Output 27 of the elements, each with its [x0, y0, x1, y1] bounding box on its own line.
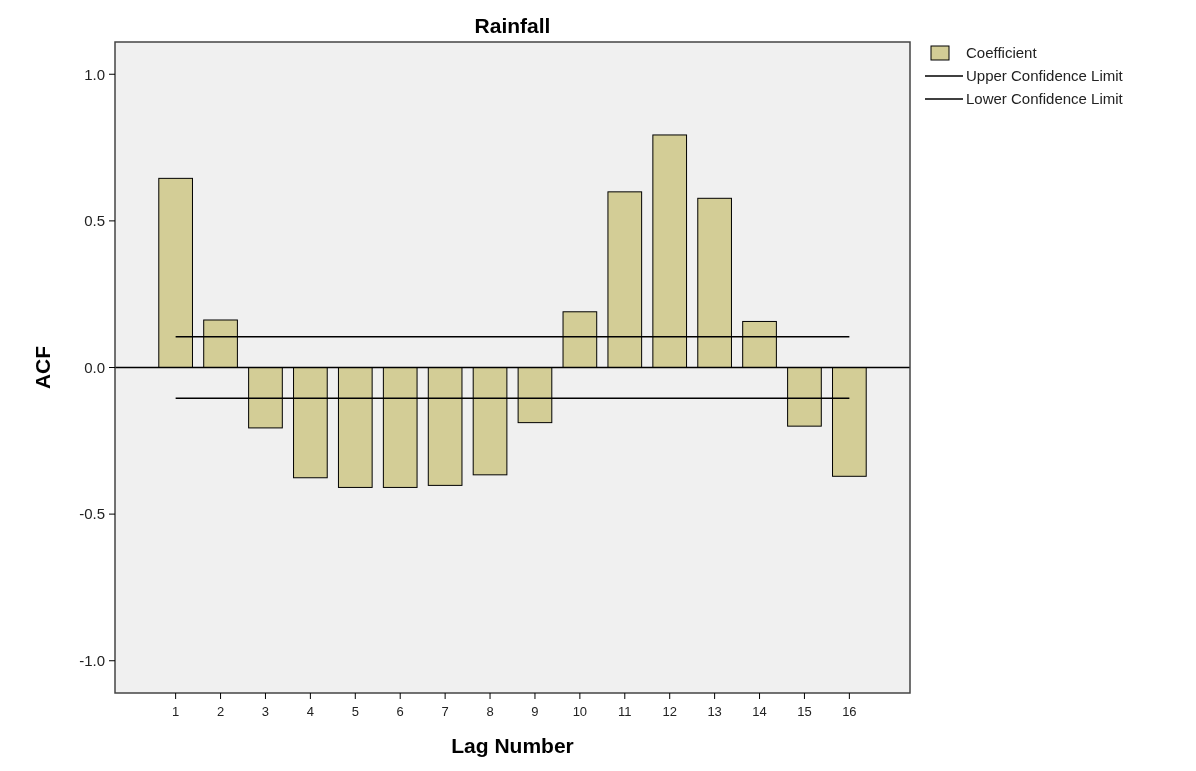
x-tick-label: 10	[572, 704, 588, 719]
x-tick-label: 4	[306, 704, 314, 719]
x-tick-label: 13	[707, 704, 722, 719]
x-tick-label: 11	[618, 704, 632, 719]
x-tick-label: 3	[261, 704, 270, 719]
chart-title: Rainfall	[474, 14, 551, 37]
x-tick-label: 14	[752, 704, 767, 719]
x-tick-label: 5	[351, 704, 359, 719]
x-tick-label: 12	[662, 704, 677, 719]
x-tick-label: 15	[797, 704, 812, 719]
y-tick-label: -1.0	[79, 651, 105, 669]
legend-label: Coefficient	[966, 44, 1038, 62]
y-tick-label: -0.5	[79, 505, 105, 523]
y-tick-label: 1.0	[84, 65, 105, 83]
y-axis-title: ACF	[31, 345, 54, 390]
x-tick-label: 6	[396, 704, 404, 719]
x-axis-title: Lag Number	[451, 734, 574, 757]
legend-label: Lower Confidence Limit	[966, 90, 1124, 108]
x-tick-label: 9	[531, 704, 539, 719]
legend-label: Upper Confidence Limit	[966, 67, 1124, 85]
y-tick-label: 0.0	[84, 358, 105, 376]
x-tick-label: 8	[486, 704, 494, 719]
y-tick-label: 0.5	[84, 212, 105, 230]
x-tick-label: 1	[172, 704, 180, 719]
x-tick-label: 7	[441, 704, 449, 719]
x-tick-label: 2	[216, 704, 225, 719]
x-tick-label: 16	[842, 704, 857, 719]
